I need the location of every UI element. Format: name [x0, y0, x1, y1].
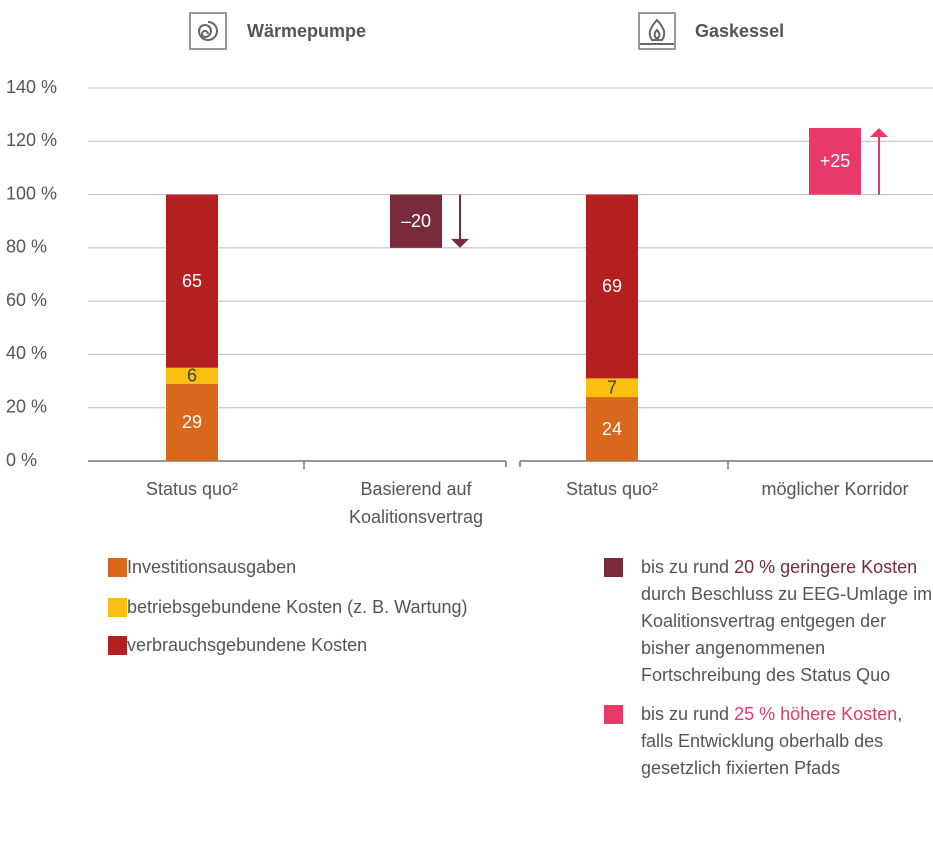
x-tick-label-line: Koalitionsvertrag	[349, 507, 483, 527]
icon-box	[638, 12, 676, 50]
legend-text: bis zu rund	[641, 704, 735, 724]
legend-label: verbrauchsgebundene Kosten	[127, 635, 368, 655]
x-tick-label: Status quo²	[566, 479, 658, 499]
y-tick-label: 140 %	[6, 77, 57, 97]
change-arrowhead	[451, 238, 469, 248]
x-tick-label: Basierend auf Koalitionsvertrag	[349, 479, 483, 527]
x-tick-label: Status quo²	[146, 479, 238, 499]
legend-swatch	[604, 705, 623, 724]
legend-text: bis zu rund	[641, 557, 735, 577]
icon-box	[189, 12, 227, 50]
legend-text: durch Beschluss zu EEG-Umlage im Koaliti…	[641, 584, 933, 685]
legend-swatch	[108, 598, 127, 617]
flame-icon	[648, 18, 666, 41]
y-tick-label: 60 %	[6, 290, 47, 310]
legend-text: , falls Entwicklung oberhalb des gesetzl…	[641, 704, 903, 778]
legend-label: bis zu rund 20 % geringere Kosten durch …	[641, 554, 933, 689]
data-label: –20	[401, 211, 431, 231]
bar-segment	[586, 194, 638, 379]
data-label: 24	[602, 419, 622, 439]
legend-swatch	[604, 558, 623, 577]
data-label: 69	[602, 276, 622, 296]
data-label: 7	[607, 377, 617, 397]
data-label: +25	[820, 151, 851, 171]
legend-swatch	[108, 558, 127, 577]
group-title: Gaskessel	[695, 21, 784, 41]
group-title: Wärmepumpe	[247, 21, 366, 41]
bar-segment	[166, 383, 218, 461]
y-tick-label: 0 %	[6, 450, 37, 470]
y-tick-label: 80 %	[6, 237, 47, 257]
y-tick-label: 20 %	[6, 396, 47, 416]
x-tick-label-line: Basierend auf	[360, 479, 472, 499]
data-label: 6	[187, 365, 197, 385]
legend-text: 20 % geringere Kosten	[734, 557, 918, 577]
y-tick-label: 100 %	[6, 183, 57, 203]
legend-text: 25 % höhere Kosten	[734, 704, 898, 724]
x-tick-label: möglicher Korridor	[761, 479, 908, 499]
data-label: 29	[182, 412, 202, 432]
bar-segment	[586, 397, 638, 461]
legend-label: Investitionsausgaben	[127, 557, 297, 577]
chart: 0 % 20 % 40 % 60 % 80 % 100 % 120 % 140 % Wärmep…	[6, 12, 933, 527]
heatpump-icon	[197, 21, 218, 41]
y-tick-label: 120 %	[6, 130, 57, 150]
legend-label: betriebsgebundene Kosten (z. B. Wartung)	[127, 597, 468, 617]
bar-segment	[166, 194, 218, 368]
y-tick-label: 40 %	[6, 343, 47, 363]
legend-swatch	[108, 636, 127, 655]
change-bar	[809, 127, 861, 195]
change-bar	[390, 194, 442, 248]
bar-segment	[586, 378, 638, 398]
legend-label: bis zu rund 25 % höhere Kosten, falls En…	[641, 701, 933, 782]
bar-segment	[166, 367, 218, 384]
data-label: 65	[182, 271, 202, 291]
change-arrowhead	[870, 127, 888, 137]
